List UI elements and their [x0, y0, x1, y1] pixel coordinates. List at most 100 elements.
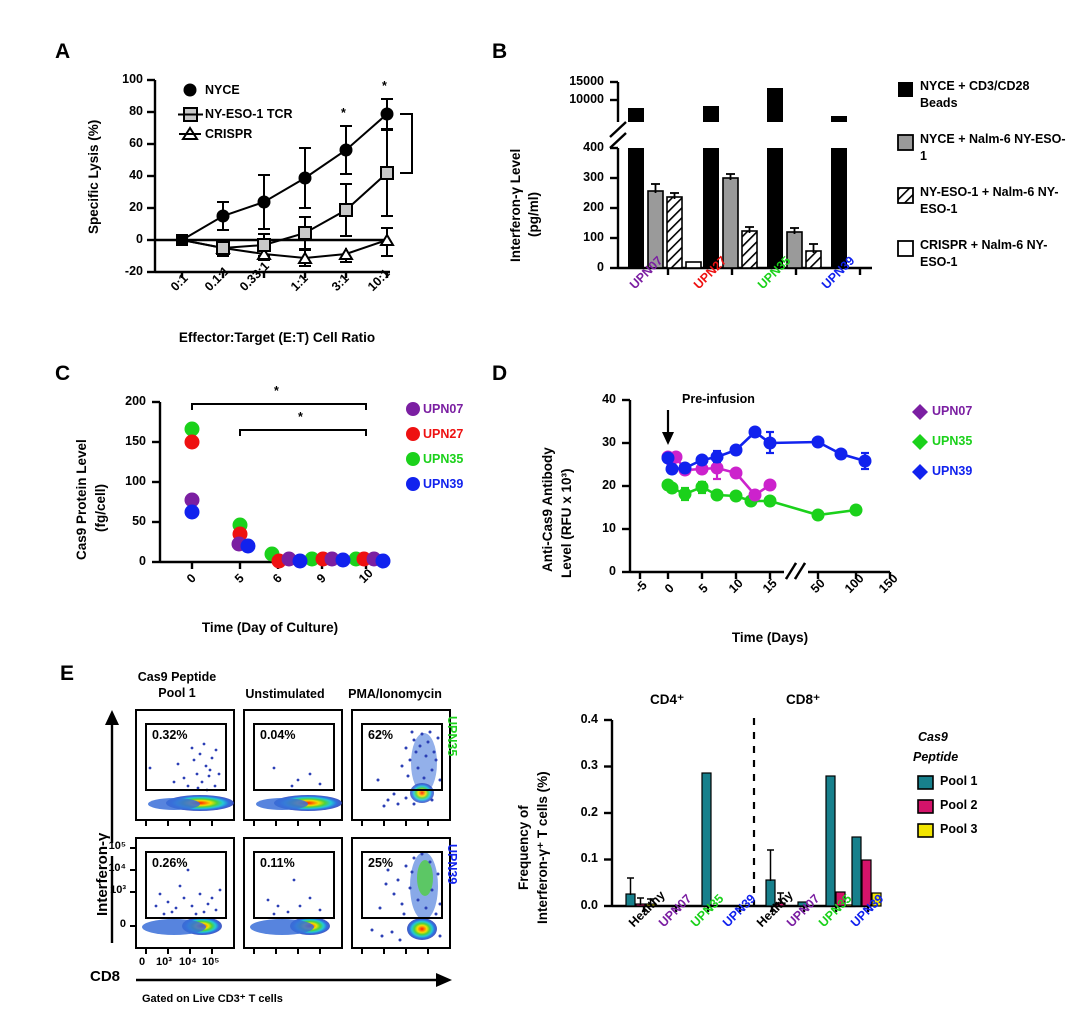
- panel-b-ytick-10000: 10000: [569, 92, 604, 106]
- panel-a-legend-crispr: CRISPR: [205, 127, 253, 141]
- panel-c-legend-upn35: UPN35: [423, 452, 464, 466]
- flow-col-title-pma: PMA/Ionomycin: [348, 687, 442, 701]
- flow-plot-r2c1: [135, 837, 235, 954]
- bar-upn39-beads: [831, 148, 847, 268]
- panel-b-ytick-100: 100: [583, 230, 604, 244]
- panel-a-legend-nyce: NYCE: [205, 83, 240, 97]
- panel-c-ytick-150: 150: [125, 434, 146, 448]
- panel-e-legend-pool3: Pool 3: [940, 822, 978, 836]
- flow-gate-r2c2: [253, 851, 335, 919]
- panel-a-ytick-80: 80: [129, 104, 143, 118]
- legend-swatch-pool1: [917, 775, 934, 790]
- flow-gate-r1c3: [361, 723, 443, 791]
- panel-b-ylabel-top: Interferon-γ Level: [508, 148, 523, 262]
- flow-plot-r1c3: [351, 709, 451, 826]
- flow-pct-r2c3: 25%: [368, 856, 394, 870]
- flow-pct-r2c1: 0.26%: [152, 856, 188, 870]
- panel-d-annotation: Pre-infusion: [682, 392, 755, 406]
- panel-a-ylabel: Specific Lysis (%): [86, 119, 101, 234]
- panel-d-letter: D: [492, 362, 508, 385]
- flow-xtick-1e3: 10³: [156, 956, 172, 968]
- points-upn39: [184, 504, 391, 569]
- bar-upn07-tcr-nalm6: [666, 196, 683, 269]
- panel-b-legend-nyce-nalm6: NYCE + Nalm-6 NY-ESO-1: [920, 132, 1066, 163]
- series-upn39-points: [661, 425, 872, 476]
- panel-e-legend-pool1: Pool 1: [940, 774, 978, 788]
- bar-upn35-tcr-nalm6: [805, 250, 822, 269]
- legend-swatch-nyce-nalm6: [897, 134, 914, 151]
- panel-d-legend-upn35: UPN35: [932, 434, 973, 448]
- bar-upn27-tcr-nalm6: [741, 230, 758, 269]
- flow-gate-r1c2: [253, 723, 335, 791]
- flow-plot-r1c2: [243, 709, 343, 826]
- panel-c-ytick-100: 100: [125, 474, 146, 488]
- panel-d-ytick-0: 0: [609, 564, 616, 578]
- flow-pct-r2c2: 0.11%: [260, 856, 295, 870]
- series-upn35-points: [661, 478, 863, 522]
- bar-upn07-crispr-nalm6: [685, 261, 702, 269]
- legend-dot-upn27: [406, 427, 420, 441]
- bar-upn27-beads: [703, 148, 719, 268]
- panel-e-legend-pool2: Pool 2: [940, 798, 978, 812]
- flow-row-label-upn35: UPN35: [445, 716, 459, 757]
- flow-row-label-upn39: UPN39: [445, 844, 459, 885]
- panel-d-ytick-20: 20: [602, 478, 616, 492]
- panel-c-legend-upn07: UPN07: [423, 402, 464, 416]
- panel-a-sig-2: *: [382, 79, 387, 93]
- flow-col-title-unstim: Unstimulated: [245, 687, 325, 701]
- panel-d-xlabel: Time (Days): [731, 630, 809, 645]
- panel-b-ytick-15000: 15000: [569, 74, 604, 88]
- panel-d-chart: Pre-infusion 40 30 20 10 0 -5 0 5 10 15 …: [500, 382, 1060, 652]
- flow-xtick-1e5: 10⁵: [202, 956, 220, 968]
- panel-a-letter: A: [55, 40, 71, 63]
- bar-upn35-beads: [767, 148, 783, 268]
- flow-ytick-1e5: 10⁵: [108, 840, 126, 852]
- legend-swatch-pool3: [917, 823, 934, 838]
- panel-a-ytick-0: 0: [136, 232, 143, 246]
- panel-b-ytick-200: 200: [583, 200, 604, 214]
- bar-upn07-beads: [628, 148, 644, 268]
- panel-c-ylabel-top: Cas9 Protein Level: [74, 439, 89, 560]
- panel-d-legend-markers: [912, 404, 928, 480]
- bar-cd4-upn35-pool1: [701, 772, 712, 907]
- panel-e-legend-title-2: Peptide: [913, 750, 959, 764]
- flow-pct-r1c3: 62%: [368, 728, 394, 742]
- panel-c-sig-1: *: [274, 384, 279, 398]
- series-upn35-line: [667, 483, 857, 517]
- panel-e-bar-chart: CD4⁺ CD8⁺ 0.4 0.3 0.2 0.1 0.0 Frequency …: [500, 676, 1060, 1006]
- panel-e-ytick-04: 0.4: [580, 712, 598, 726]
- flow-plot-r1c1: [135, 709, 235, 826]
- bar-upn27-nyce-nalm6: [722, 177, 739, 269]
- panel-e-ytick-02: 0.2: [580, 805, 598, 819]
- bar-cd8-upn35-pool1: [825, 775, 836, 907]
- panel-b-legend-tcr-nalm6: NY-ESO-1 + Nalm-6 NY-ESO-1: [920, 185, 1059, 216]
- flow-ytick-0: 0: [119, 918, 126, 930]
- panel-d-legend-upn07: UPN07: [932, 404, 973, 418]
- legend-dot-upn39: [406, 477, 420, 491]
- panel-c-chart: * * 200 150 100 50 0 0 5 6 9 10 Cas9 Pro…: [60, 382, 480, 652]
- bar-cd8-upn07-pool1: [797, 901, 808, 907]
- bar-upn27-beads-top: [703, 106, 719, 122]
- panel-c-ytick-0: 0: [139, 554, 146, 568]
- panel-b-letter: B: [492, 40, 508, 63]
- panel-a-sig-1: *: [341, 106, 346, 120]
- panel-a-ytick-100: 100: [122, 72, 143, 86]
- interferon-axis-arrow: [105, 710, 119, 943]
- panel-b-legend-beads: NYCE + CD3/CD28 Beads: [920, 79, 1030, 110]
- sig-bracket-2: [239, 429, 367, 436]
- panel-b-ylabel-bottom: (pg/ml): [526, 192, 541, 237]
- panel-a-ytick-neg20: -20: [124, 264, 143, 278]
- panel-e-ytick-01: 0.1: [580, 851, 598, 865]
- panel-e-header-cd8: CD8⁺: [786, 692, 821, 707]
- bar-upn35-beads-top: [767, 88, 783, 122]
- pre-infusion-arrow: [662, 410, 674, 445]
- panel-c-legend-upn27: UPN27: [423, 427, 464, 441]
- points-upn27: [184, 434, 372, 569]
- panel-b-ytick-0: 0: [597, 260, 604, 274]
- panel-d-legend-upn39: UPN39: [932, 464, 973, 478]
- legend-swatch-pool2: [917, 799, 934, 814]
- panel-d-ytick-30: 30: [602, 435, 616, 449]
- bar-cd8-upn39-pool2: [861, 859, 872, 907]
- legend-swatch-tcr-nalm6: [897, 187, 914, 204]
